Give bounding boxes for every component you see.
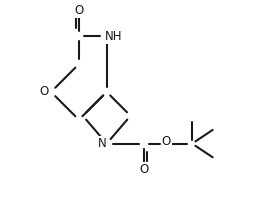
Text: O: O [40, 85, 49, 98]
Text: O: O [162, 135, 171, 148]
Text: NH: NH [105, 30, 122, 43]
Text: O: O [74, 4, 83, 17]
Text: O: O [140, 163, 149, 176]
Text: N: N [98, 137, 107, 150]
